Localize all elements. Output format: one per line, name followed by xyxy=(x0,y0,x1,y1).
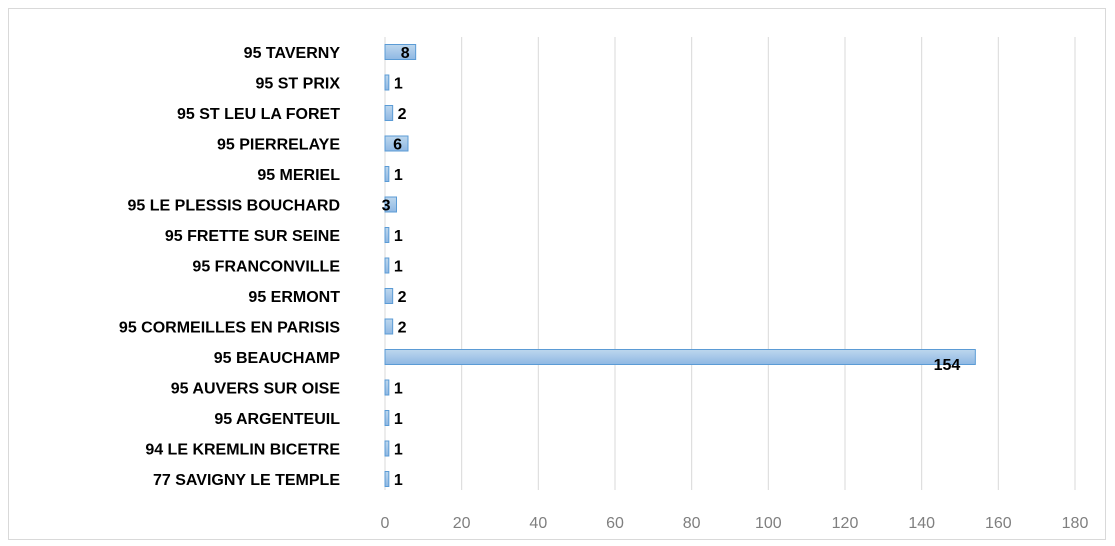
category-label: 95 FRANCONVILLE xyxy=(192,259,340,276)
bar xyxy=(384,349,976,365)
bars xyxy=(384,44,976,487)
category-label: 95 AUVERS SUR OISE xyxy=(171,381,341,398)
category-label: 95 ERMONT xyxy=(248,289,340,306)
bar xyxy=(384,166,390,182)
x-tick-label: 80 xyxy=(683,515,701,532)
category-label: 95 CORMEILLES EN PARISIS xyxy=(119,320,340,337)
bar xyxy=(384,196,397,213)
x-tick-label: 180 xyxy=(1062,515,1089,532)
bar xyxy=(384,135,409,152)
category-label: 95 LE PLESSIS BOUCHARD xyxy=(128,198,340,215)
x-tick-label: 60 xyxy=(606,515,624,532)
data-label: 1 xyxy=(394,442,403,459)
category-label: 95 PIERRELAYE xyxy=(217,137,340,154)
data-label: 1 xyxy=(394,472,403,489)
x-tick-label: 120 xyxy=(832,515,859,532)
bar xyxy=(384,318,394,335)
x-axis-tick-labels: 0 20 40 60 80 100 120 140 160 180 xyxy=(381,515,1089,532)
bar xyxy=(384,379,390,396)
x-tick-label: 140 xyxy=(908,515,935,532)
data-label: 8 xyxy=(401,45,410,62)
data-label: 1 xyxy=(394,167,403,184)
category-label: 94 LE KREMLIN BICETRE xyxy=(145,442,340,459)
x-tick-label: 100 xyxy=(755,515,782,532)
bar xyxy=(384,288,394,304)
category-label: 95 ST PRIX xyxy=(256,76,341,93)
data-label: 2 xyxy=(398,320,407,337)
data-label: 1 xyxy=(394,381,403,398)
x-tick-label: 0 xyxy=(381,515,390,532)
bar xyxy=(384,227,390,243)
bar xyxy=(384,44,417,60)
category-label: 95 ST LEU LA FORET xyxy=(177,106,340,123)
data-label: 3 xyxy=(382,198,391,215)
data-label: 6 xyxy=(393,137,402,154)
x-tick-label: 40 xyxy=(529,515,547,532)
data-label: 154 xyxy=(934,357,961,374)
gridlines xyxy=(384,37,1076,490)
bar xyxy=(384,74,390,91)
data-label: 2 xyxy=(398,106,407,123)
x-tick-label: 160 xyxy=(985,515,1012,532)
category-label: 95 ARGENTEUIL xyxy=(214,411,340,428)
data-label: 1 xyxy=(394,228,403,245)
bar xyxy=(384,105,394,121)
category-label: 95 MERIEL xyxy=(257,167,340,184)
bar xyxy=(384,471,390,487)
x-tick-label: 20 xyxy=(453,515,471,532)
category-labels: 95 TAVERNY 95 ST PRIX 95 ST LEU LA FORET 95… xyxy=(119,45,340,489)
data-label: 1 xyxy=(394,259,403,276)
data-label: 1 xyxy=(394,76,403,93)
category-label: 77 SAVIGNY LE TEMPLE xyxy=(153,472,340,489)
data-label: 2 xyxy=(398,289,407,306)
data-label: 1 xyxy=(394,411,403,428)
chart-area xyxy=(8,8,1106,540)
category-label: 95 TAVERNY xyxy=(244,45,341,62)
bar xyxy=(384,257,390,274)
category-label: 95 BEAUCHAMP xyxy=(214,350,341,367)
category-label: 95 FRETTE SUR SEINE xyxy=(165,228,340,245)
bar xyxy=(384,440,390,457)
bar xyxy=(384,410,390,426)
